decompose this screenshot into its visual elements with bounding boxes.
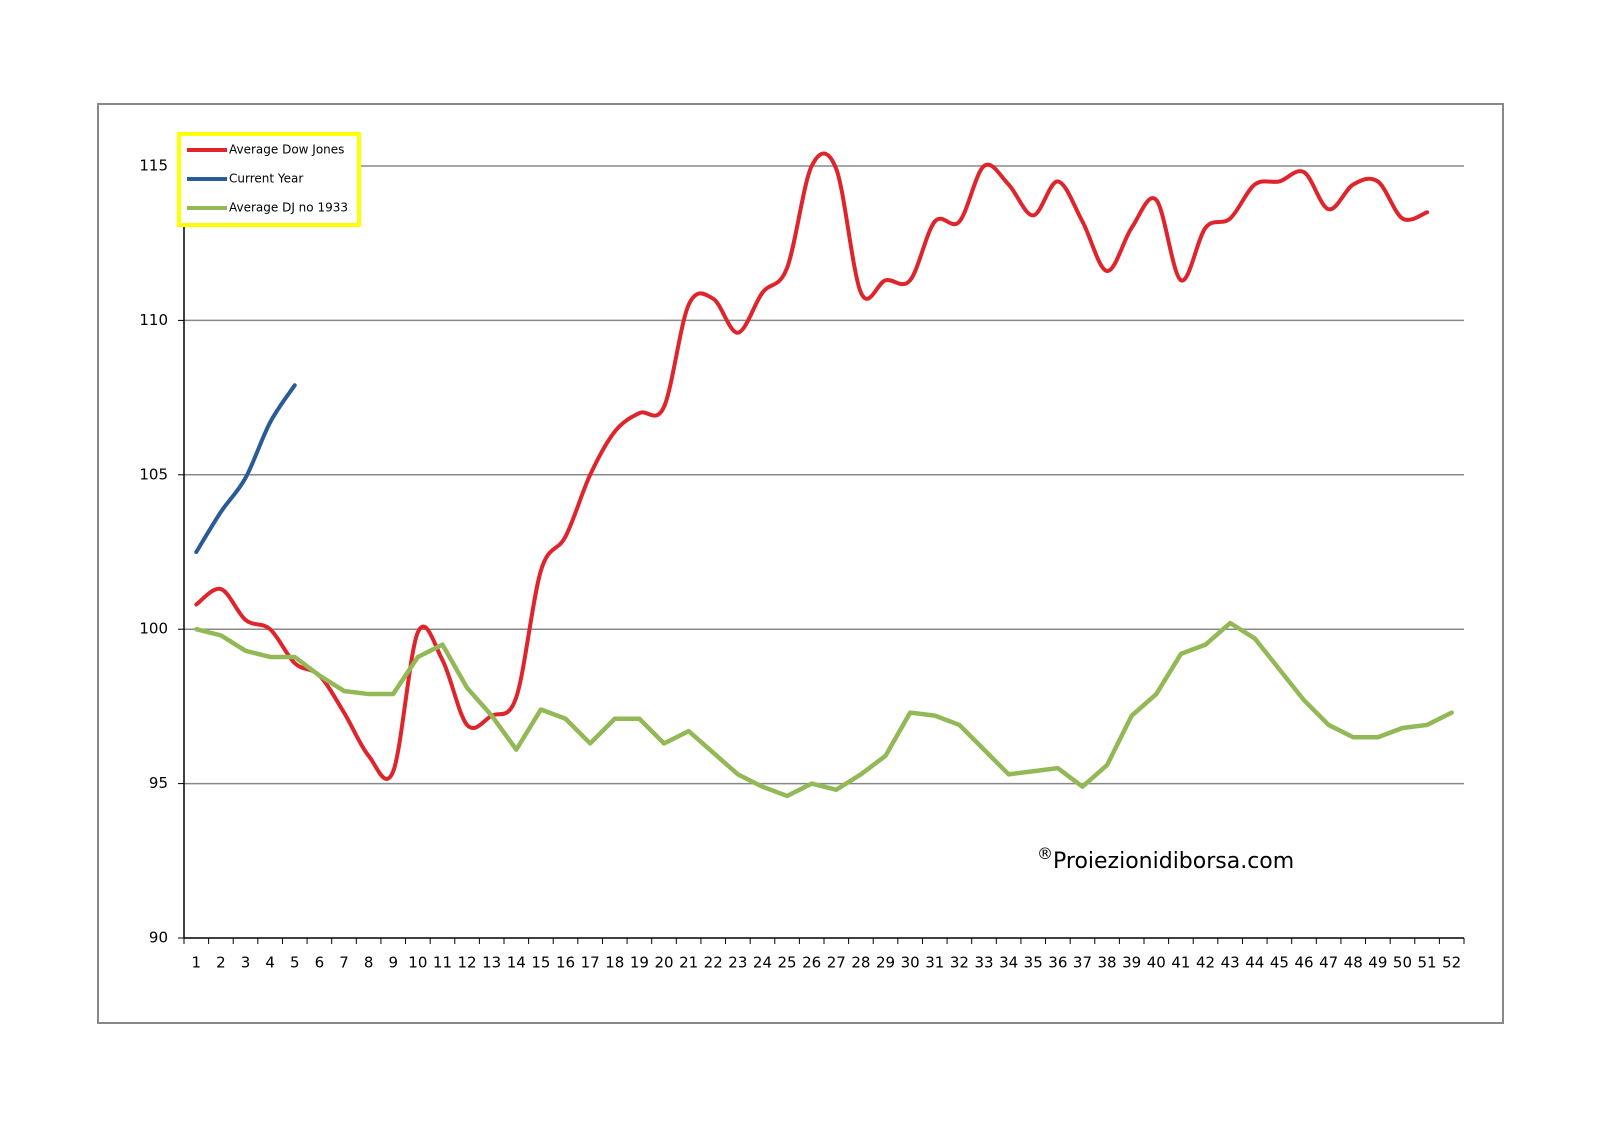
series-line — [194, 383, 297, 554]
x-tick-label: 38 — [1098, 954, 1117, 972]
x-tick-label: 21 — [679, 954, 698, 972]
x-tick-label: 30 — [901, 954, 920, 972]
x-tick-label: 25 — [778, 954, 797, 972]
x-tick-label: 6 — [315, 954, 325, 972]
x-tick-label: 14 — [507, 954, 526, 972]
series-line — [194, 151, 1430, 781]
y-tick-label: 95 — [149, 774, 168, 792]
x-tick-label: 12 — [458, 954, 477, 972]
x-tick-label: 35 — [1024, 954, 1043, 972]
y-tick-label: 115 — [139, 157, 168, 175]
x-tick-label: 31 — [925, 954, 944, 972]
x-tick-label: 19 — [630, 954, 649, 972]
y-tick-label: 105 — [139, 465, 168, 483]
x-tick-label: 3 — [241, 954, 251, 972]
x-tick-label: 16 — [556, 954, 575, 972]
x-tick-label: 45 — [1270, 954, 1289, 972]
x-tick-label: 1 — [192, 954, 202, 972]
x-tick-label: 37 — [1073, 954, 1092, 972]
x-tick-label: 40 — [1147, 954, 1166, 972]
x-tick-label: 26 — [802, 954, 821, 972]
legend-label: Average Dow Jones — [229, 143, 344, 157]
x-tick-label: 18 — [605, 954, 624, 972]
x-tick-label: 52 — [1442, 954, 1461, 972]
x-tick-label: 29 — [876, 954, 895, 972]
x-tick-label: 48 — [1344, 954, 1363, 972]
series-line — [194, 620, 1454, 799]
x-tick-label: 5 — [290, 954, 300, 972]
x-tick-label: 2 — [216, 954, 226, 972]
x-tick-label: 8 — [364, 954, 374, 972]
x-tick-label: 34 — [999, 954, 1018, 972]
x-tick-label: 10 — [408, 954, 427, 972]
x-tick-label: 23 — [728, 954, 747, 972]
y-tick-label: 90 — [149, 929, 168, 947]
x-tick-label: 47 — [1319, 954, 1338, 972]
x-tick-label: 7 — [339, 954, 349, 972]
x-tick-label: 51 — [1418, 954, 1437, 972]
y-tick-label: 100 — [139, 620, 168, 638]
x-tick-label: 50 — [1393, 954, 1412, 972]
x-tick-label: 39 — [1122, 954, 1141, 972]
x-tick-label: 44 — [1245, 954, 1264, 972]
x-tick-label: 24 — [753, 954, 772, 972]
annotation-text: Proiezionidiborsa.com — [1053, 849, 1294, 874]
y-tick-label: 110 — [139, 311, 168, 329]
x-tick-label: 49 — [1368, 954, 1387, 972]
x-tick-label: 20 — [654, 954, 673, 972]
x-tick-label: 33 — [974, 954, 993, 972]
annotation: ®Proiezionidiborsa.com — [1037, 844, 1294, 875]
x-tick-label: 46 — [1294, 954, 1313, 972]
x-tick-label: 9 — [388, 954, 398, 972]
x-tick-label: 43 — [1221, 954, 1240, 972]
x-tick-label: 32 — [950, 954, 969, 972]
x-tick-label: 17 — [581, 954, 600, 972]
x-tick-label: 42 — [1196, 954, 1215, 972]
x-tick-label: 4 — [265, 954, 275, 972]
annotation-symbol: ® — [1037, 844, 1053, 863]
x-tick-label: 27 — [827, 954, 846, 972]
x-tick-label: 41 — [1171, 954, 1190, 972]
legend-label: Current Year — [229, 172, 303, 186]
x-tick-label: 36 — [1048, 954, 1067, 972]
chart-frame — [97, 103, 1504, 1024]
x-tick-label: 28 — [851, 954, 870, 972]
x-tick-label: 22 — [704, 954, 723, 972]
x-tick-label: 13 — [482, 954, 501, 972]
x-tick-label: 15 — [531, 954, 550, 972]
legend-label: Average DJ no 1933 — [229, 201, 348, 215]
x-tick-label: 11 — [433, 954, 452, 972]
